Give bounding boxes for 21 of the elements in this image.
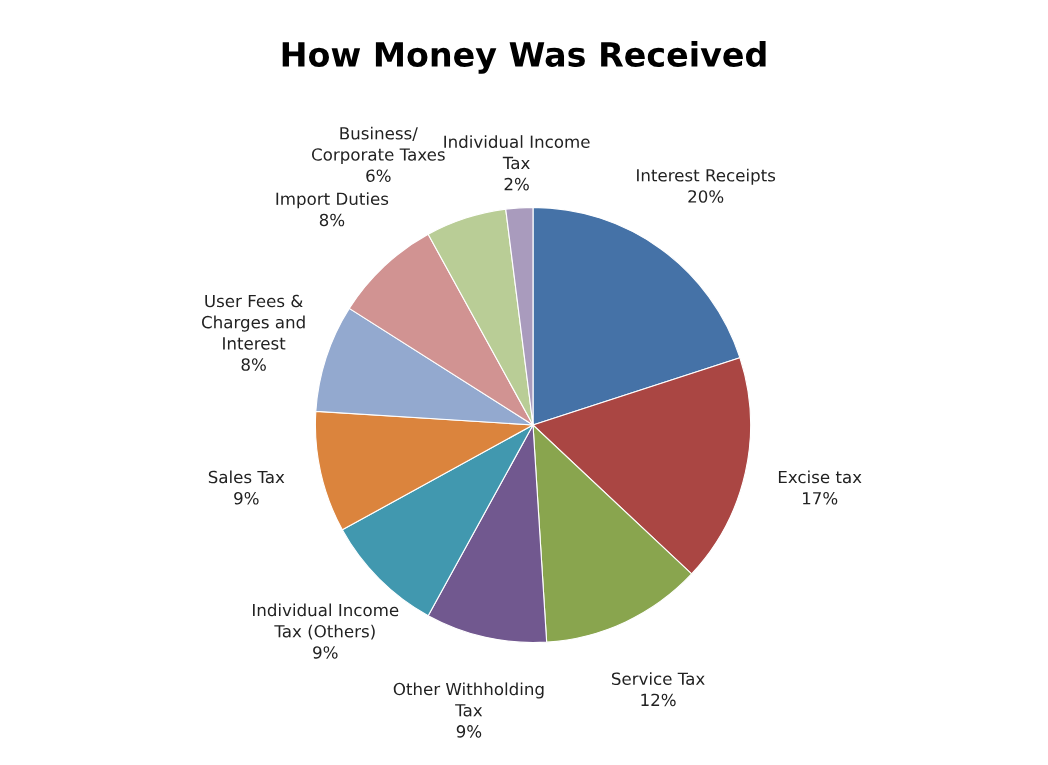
- data-label: 20%: [688, 190, 724, 203]
- slice-label: Excise tax: [778, 470, 862, 484]
- data-label: 17%: [802, 491, 838, 505]
- data-label: 8%: [319, 213, 345, 227]
- slice-label: Service Tax: [611, 672, 705, 686]
- data-label: 12%: [641, 693, 676, 707]
- data-label: 6%: [366, 169, 391, 182]
- slice-label: Individual Income Tax: [444, 135, 590, 170]
- chart-title: How Money Was Received: [282, 41, 766, 74]
- slice-label: Import Duties: [276, 192, 389, 209]
- slice-label: Sales Tax: [208, 470, 285, 484]
- data-label: 9%: [456, 725, 482, 738]
- data-label: 9%: [234, 491, 259, 505]
- slice-label: Other Withholding Tax: [393, 682, 544, 717]
- slice-label: User Fees & Charges and Interest: [201, 294, 305, 350]
- data-label: 2%: [504, 177, 529, 191]
- slice-label: Business/ Corporate Taxes: [311, 126, 445, 165]
- slice-label: Interest Receipts: [637, 168, 776, 185]
- data-label: 8%: [241, 358, 266, 371]
- slice-label: Individual Income Tax (Others): [253, 603, 399, 640]
- data-label: 9%: [313, 646, 338, 659]
